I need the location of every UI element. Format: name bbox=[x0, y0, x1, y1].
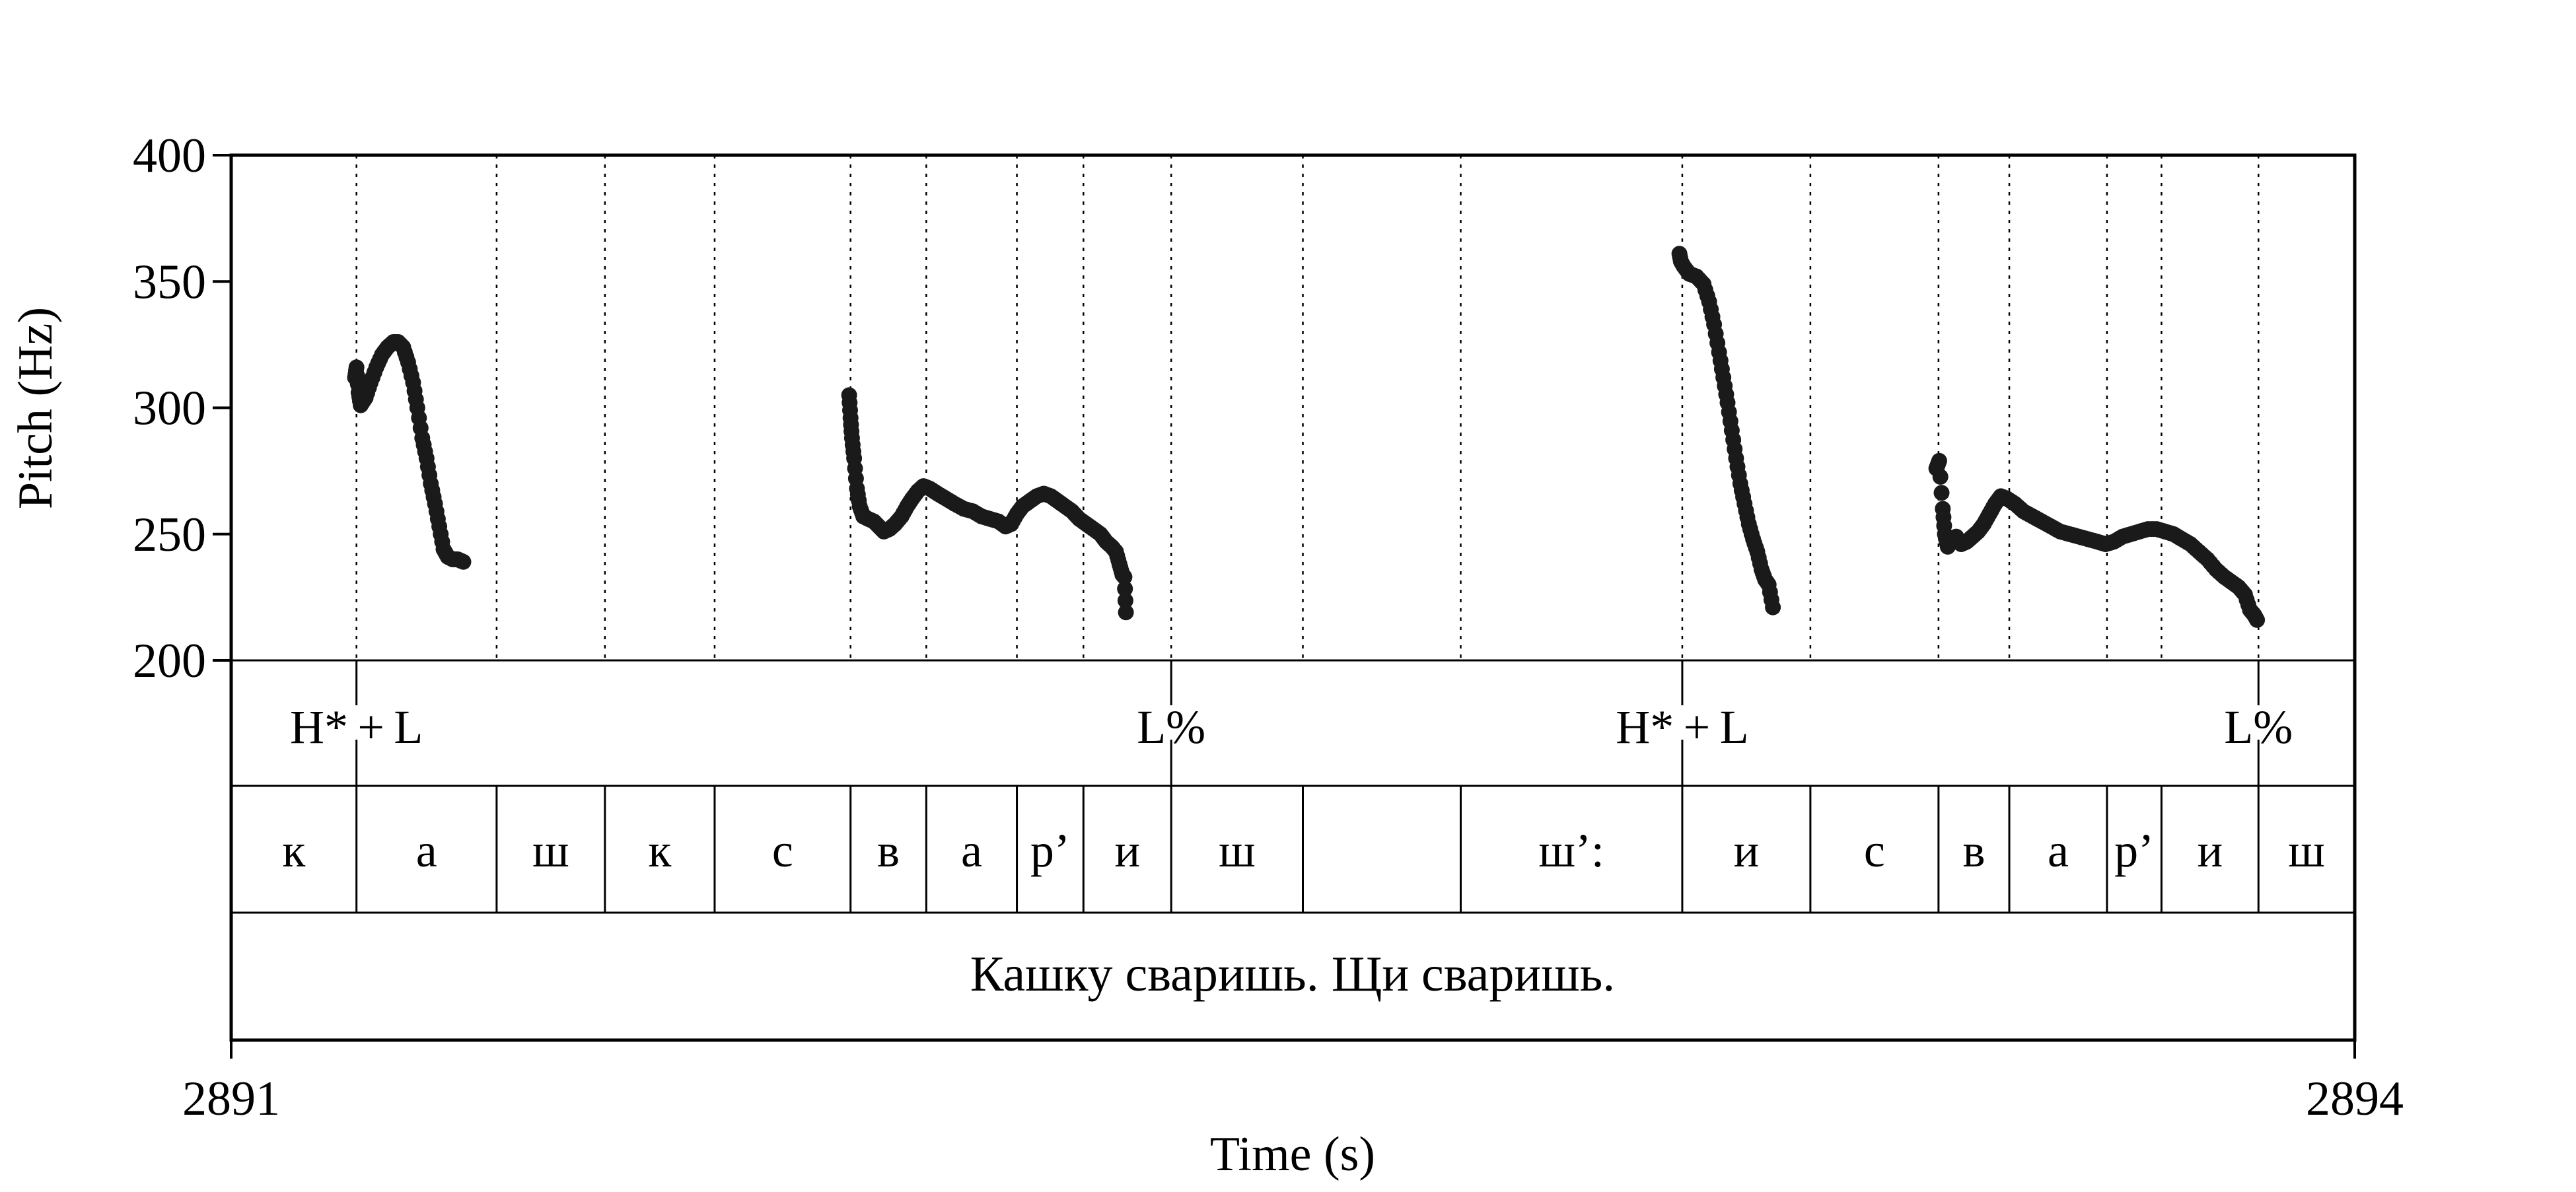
boundary-lines bbox=[355, 155, 2260, 660]
phone-label: с bbox=[772, 824, 793, 877]
phone-label: а bbox=[961, 824, 982, 877]
x-axis: 2891 2894 bbox=[182, 1040, 2404, 1126]
pitch-point bbox=[2249, 612, 2266, 628]
pitch-point bbox=[1932, 469, 1949, 485]
tone-label: H* + L bbox=[1616, 701, 1748, 754]
tier-frames bbox=[229, 153, 2357, 1042]
x-tick-label: 2891 bbox=[182, 1072, 280, 1126]
y-tick-label: 400 bbox=[133, 129, 206, 183]
phone-label: р’ bbox=[1030, 824, 1070, 877]
pitch-point bbox=[1118, 604, 1134, 621]
phone-label: в bbox=[877, 824, 900, 877]
phone-label: к bbox=[648, 824, 672, 877]
y-axis-title: Pitch (Hz) bbox=[9, 307, 63, 509]
tone-tier: H* + L L% H* + L L% bbox=[290, 660, 2293, 786]
y-tick-label: 300 bbox=[133, 382, 206, 436]
phone-tier: к а ш к с в а р’ и ш ш’: и с в а р’ и ш bbox=[282, 786, 2325, 913]
phone-label: ш bbox=[1219, 824, 1255, 877]
sentence-label: Кашку сваришь. Щи сваришь. bbox=[970, 946, 1616, 1002]
phone-label: и bbox=[1114, 824, 1140, 877]
phone-label: в bbox=[1962, 824, 1985, 877]
phone-label: и bbox=[1734, 824, 1760, 877]
x-tick-label: 2894 bbox=[2306, 1072, 2404, 1126]
phone-label: ш’: bbox=[1538, 824, 1604, 877]
tone-label: H* + L bbox=[290, 701, 423, 754]
phone-label: ш bbox=[532, 824, 569, 877]
pitch-point bbox=[1117, 592, 1133, 609]
pitch-point bbox=[455, 553, 472, 570]
sentence-tier: Кашку сваришь. Щи сваришь. bbox=[970, 946, 1616, 1002]
y-axis: 200 250 300 350 400 bbox=[133, 129, 231, 688]
phone-label: и bbox=[2198, 824, 2223, 877]
phone-label: а bbox=[416, 824, 437, 877]
pitch-point bbox=[1931, 452, 1947, 469]
phone-label: с bbox=[1864, 824, 1885, 877]
tone-label: L% bbox=[1137, 701, 1205, 754]
pitch-point bbox=[1117, 580, 1133, 597]
tone-label: L% bbox=[2224, 701, 2293, 754]
plot-frame bbox=[229, 153, 2357, 1042]
x-axis-title: Time (s) bbox=[1210, 1127, 1375, 1181]
phone-label: к bbox=[282, 824, 306, 877]
phone-label: ш bbox=[2288, 824, 2324, 877]
phone-label: р’ bbox=[2114, 824, 2154, 877]
pitch-point bbox=[1933, 485, 1950, 501]
pitch-points bbox=[347, 246, 2266, 628]
y-tick-label: 200 bbox=[133, 634, 206, 688]
phone-label: а bbox=[2048, 824, 2069, 877]
y-tick-label: 250 bbox=[133, 508, 206, 562]
y-tick-label: 350 bbox=[133, 255, 206, 309]
pitch-point bbox=[1765, 599, 1781, 615]
pitch-point bbox=[1116, 569, 1133, 585]
